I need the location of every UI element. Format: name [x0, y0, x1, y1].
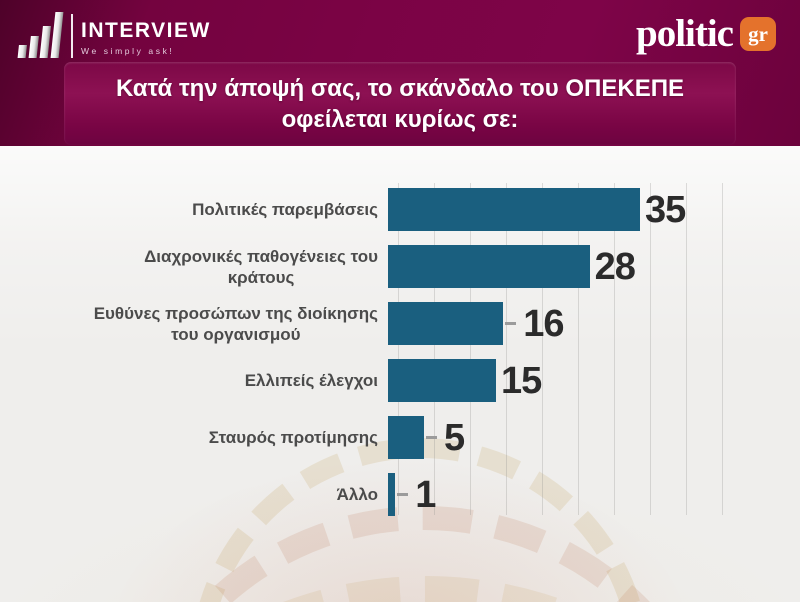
bar — [388, 359, 496, 402]
chart-row: Διαχρονικές παθογένειες του κράτους 28 — [0, 245, 800, 288]
question-title-line1: Κατά την άποψή σας, το σκάνδαλο του ΟΠΕΚ… — [115, 74, 685, 102]
gridline — [506, 183, 507, 515]
bar — [388, 188, 640, 231]
bar — [388, 473, 396, 516]
value-leader-line — [397, 493, 409, 496]
gridline — [398, 183, 399, 515]
header-band: INTERVIEW We simply ask! politic gr Κατά… — [0, 0, 800, 146]
value-leader-line — [505, 322, 517, 325]
question-title-line2: οφείλεται κυρίως σε: — [281, 105, 519, 133]
gridline — [686, 183, 687, 515]
category-label: Ευθύνες προσώπων της διοίκησης του οργανι… — [93, 303, 378, 344]
category-label: Άλλο — [336, 485, 378, 504]
question-banner: Κατά την άποψή σας, το σκάνδαλο του ΟΠΕΚ… — [64, 62, 736, 145]
value-label: 15 — [501, 359, 542, 402]
bar — [388, 416, 424, 459]
chart-row: Σταυρός προτίμησης 5 — [0, 416, 800, 459]
value-label: 16 — [523, 302, 564, 345]
logo-divider — [71, 14, 73, 58]
gridline — [650, 183, 651, 515]
gridline — [578, 183, 579, 515]
category-label: Πολιτικές παρεμβάσεις — [192, 200, 378, 219]
politic-gr-badge: gr — [740, 17, 776, 51]
bar — [388, 245, 590, 288]
gridline — [470, 183, 471, 515]
interview-logo-text: INTERVIEW — [81, 19, 211, 42]
interview-tagline: We simply ask! — [81, 46, 175, 56]
bar — [388, 302, 504, 345]
chart-area: Πολιτικές παρεμβάσεις 35 Διαχρονικές παθογ… — [0, 146, 800, 602]
category-label: Ελλιπείς έλεγχοι — [244, 371, 378, 390]
value-label: 5 — [444, 416, 465, 459]
politic-logo: politic gr — [636, 12, 776, 56]
category-label: Διαχρονικές παθογένειες του κράτους — [144, 246, 378, 287]
chart-row: Άλλο 1 — [0, 473, 800, 516]
bar-chart: Πολιτικές παρεμβάσεις 35 Διαχρονικές παθογ… — [0, 146, 800, 602]
interview-logo: INTERVIEW We simply ask! — [17, 12, 211, 58]
chart-row: Πολιτικές παρεμβάσεις 35 — [0, 188, 800, 231]
value-label: 1 — [415, 473, 436, 516]
gridline — [542, 183, 543, 515]
gridline — [722, 183, 723, 515]
politic-logo-text: politic — [636, 12, 734, 55]
bar-chart-icon — [17, 12, 64, 58]
category-label: Σταυρός προτίμησης — [208, 428, 378, 447]
gridline — [614, 183, 615, 515]
value-label: 35 — [645, 188, 686, 231]
chart-row: Ελλιπείς έλεγχοι 15 — [0, 359, 800, 402]
gridline — [434, 183, 435, 515]
chart-row: Ευθύνες προσώπων της διοίκησης του οργανι… — [0, 302, 800, 345]
value-label: 28 — [594, 245, 636, 288]
value-leader-line — [426, 436, 437, 439]
